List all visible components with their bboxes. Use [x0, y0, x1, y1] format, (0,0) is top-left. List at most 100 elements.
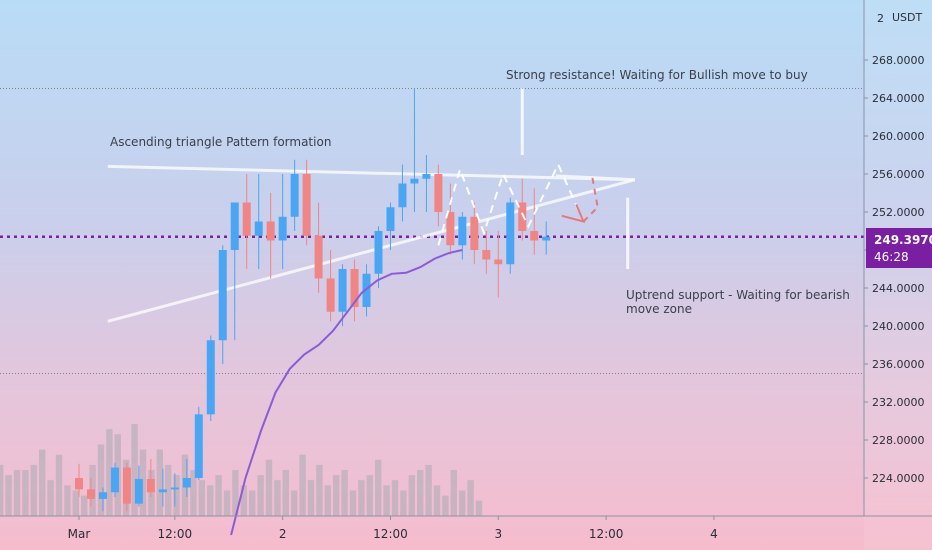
candle-body	[254, 221, 263, 236]
volume-bar	[249, 490, 256, 516]
candle-body	[470, 216, 479, 250]
candle-body	[182, 478, 191, 488]
volume-bar	[475, 500, 483, 516]
price-tick-label: 260.0000	[872, 130, 925, 143]
candle-body	[458, 216, 467, 246]
candle-body	[386, 207, 395, 231]
candle-body	[122, 467, 131, 504]
candle-body	[518, 202, 527, 231]
candle-body	[434, 174, 443, 212]
volume-bar	[299, 454, 306, 516]
candle-body	[146, 478, 155, 493]
volume-bar	[39, 449, 46, 516]
time-tick-label: 12:00	[589, 527, 624, 541]
time-tick-label: Mar	[68, 527, 91, 541]
price-axis-bg	[864, 0, 932, 550]
support-annotation: Uptrend support - Waiting for bearish mo…	[626, 288, 850, 316]
volume-bar	[366, 475, 373, 516]
candles	[75, 88, 551, 512]
price-tick-label: 264.0000	[872, 92, 925, 105]
candle-body	[134, 478, 143, 504]
volume-bar	[291, 490, 298, 516]
time-tick-label: 2	[279, 527, 287, 541]
volume-bar	[282, 470, 289, 516]
volume-bar	[433, 485, 441, 516]
volume-bar	[148, 470, 155, 516]
volume-bar	[307, 480, 315, 516]
price-tick-label: 268.0000	[872, 54, 925, 67]
resistance-annotation: Strong resistance! Waiting for Bullish m…	[506, 68, 808, 82]
volume-bar	[274, 480, 281, 516]
price-tick-label: 240.0000	[872, 320, 925, 333]
volume-bar	[383, 485, 390, 516]
triangle-bottom-line	[107, 178, 636, 323]
volume-bar	[215, 475, 222, 516]
candle-body	[398, 183, 407, 208]
volume-bar	[55, 454, 63, 516]
candle-body	[422, 174, 431, 179]
volume-bar	[391, 480, 399, 516]
volume-bar	[450, 470, 457, 516]
time-tick-label: 3	[494, 527, 502, 541]
candle-body	[194, 414, 203, 478]
volume-bar	[156, 449, 163, 516]
currency-label: USDT	[892, 11, 923, 24]
candle-body	[242, 202, 251, 236]
volume-bar	[190, 470, 197, 516]
candle-body	[362, 273, 371, 307]
volume-bar	[333, 475, 340, 516]
candle-body	[302, 174, 311, 236]
candle-body	[314, 235, 323, 279]
candle-body	[530, 231, 539, 241]
volume-bar	[442, 495, 449, 516]
price-tick-label: 228.0000	[872, 434, 925, 447]
volume-bar	[165, 464, 172, 516]
candle-body	[338, 269, 347, 312]
volume-bar	[30, 464, 37, 516]
volume-bar	[72, 490, 79, 516]
candle-body	[446, 212, 455, 246]
candle-body	[542, 236, 551, 241]
candle-body	[494, 259, 503, 265]
volume-bar	[223, 490, 231, 516]
volume-bar	[265, 459, 273, 516]
volume-bar	[240, 485, 247, 516]
projection-tail	[582, 173, 599, 223]
volume-bar	[22, 470, 29, 516]
candle-body	[266, 221, 275, 241]
candle-body	[158, 489, 167, 493]
volume-bar	[417, 470, 424, 516]
price-tick-label: 232.0000	[872, 396, 925, 409]
volume-bar	[0, 464, 4, 516]
volume-bar	[257, 475, 264, 516]
volume-bar	[408, 475, 415, 516]
candle-body	[482, 250, 491, 260]
candle-body	[350, 269, 359, 307]
volume-bar	[400, 490, 407, 516]
candle-body	[86, 489, 95, 499]
projection-path	[437, 162, 599, 246]
price-tick-label: 244.0000	[872, 282, 925, 295]
moving-average	[230, 249, 463, 536]
candle-body	[278, 216, 287, 241]
time-axis: Mar 12:00 2 12:00 3 12:00 4	[68, 516, 718, 541]
volume-bar	[13, 470, 21, 516]
candle-body	[98, 492, 107, 499]
time-tick-label: 12:00	[158, 527, 193, 541]
volume-bar	[207, 485, 214, 516]
top-tick: 2	[877, 12, 884, 25]
volume-bar	[341, 470, 348, 516]
volume-bar	[106, 429, 113, 516]
volume-bar	[64, 485, 71, 516]
volume-bar	[198, 480, 205, 516]
countdown-label: 46:28	[874, 250, 909, 264]
volume-bar	[375, 459, 382, 516]
current-price-label: 249.3970	[874, 233, 932, 247]
volume-bar	[324, 485, 331, 516]
projection-arrowhead	[561, 204, 586, 223]
candle-body	[110, 467, 119, 493]
current-price-badge	[866, 228, 932, 268]
triangle-top-line	[107, 164, 635, 182]
